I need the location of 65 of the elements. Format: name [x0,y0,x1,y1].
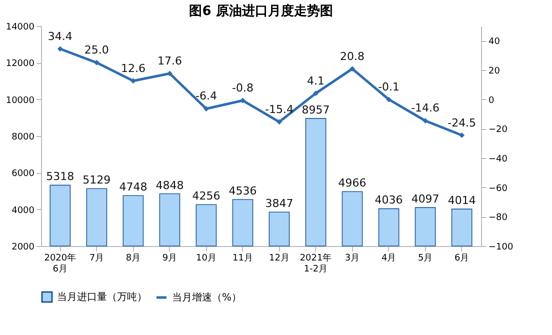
y2-tick-label: 0 [488,96,494,106]
point [130,78,136,84]
data-label: 12.6 [120,62,146,75]
y-tick-label: 12000 [6,59,35,70]
y2-tick-label: 20 [488,66,500,76]
point [203,106,209,112]
data-label: 4848 [156,178,184,192]
x-tick-label: 9月 [162,254,178,264]
data-label: -0.8 [232,82,254,95]
y2-tick-label: −40 [488,154,508,164]
x-tick-label: 12月 [269,254,290,264]
data-label: -6.4 [195,90,217,103]
y-tick-label: 4000 [12,206,35,216]
chart-title: 图6 原油进口月度走势图 [189,3,333,19]
data-label: -0.1 [378,80,400,94]
x-tick-label: 7月 [89,254,104,264]
y2-tick-label: −100 [488,242,514,252]
x-tick-label: 11月 [232,254,253,264]
point [276,119,282,125]
point [422,118,428,124]
y2-tick-label: −60 [488,184,508,194]
point [57,46,63,52]
y-tick-label: 6000 [12,169,35,180]
point [350,66,356,72]
point [94,60,100,66]
data-label: 4036 [374,194,403,207]
data-label: -14.6 [411,102,440,115]
data-label: 4256 [192,190,220,203]
data-label: 4.1 [307,74,325,88]
legend-label: 当月进口量（万吨） [57,291,147,303]
x-tick-label: 2021年 1-2月 [300,252,332,274]
data-label: 4536 [228,184,257,198]
data-label: 8957 [302,103,330,116]
y2-tick-label: −20 [488,125,508,136]
data-label: 34.4 [48,30,72,43]
data-label: 3847 [265,197,294,210]
point [240,98,246,104]
data-label: -24.5 [448,116,476,130]
data-label: 4748 [119,180,148,194]
x-tick-label: 3月 [344,254,360,264]
legend-label: 当月增速（%） [172,292,242,304]
data-label: 25.0 [84,44,109,57]
data-label: 17.6 [157,54,182,68]
data-label: 5318 [46,170,74,184]
data-label: 20.8 [340,50,365,63]
y-tick-label: 14000 [6,22,35,32]
x-tick-label: 4月 [381,254,396,264]
x-tick-label: 2020年 6月 [44,252,76,274]
point [313,90,319,96]
data-label: 5129 [82,174,111,187]
data-label: 4097 [411,192,440,206]
data-label: 4014 [448,194,476,208]
y2-tick-label: 40 [488,37,500,48]
x-tick-label: 8月 [126,254,141,264]
y-tick-label: 10000 [6,96,35,106]
x-tick-label: 10月 [196,254,216,264]
data-label: 4966 [338,176,366,190]
data-label: -15.4 [265,102,294,116]
point [459,132,465,138]
x-tick-label: 5月 [418,254,433,264]
y-tick-label: 2000 [12,242,35,252]
x-tick-label: 6月 [454,254,470,264]
y-tick-label: 8000 [12,132,35,142]
y2-tick-label: −80 [488,213,508,224]
point [386,96,392,102]
